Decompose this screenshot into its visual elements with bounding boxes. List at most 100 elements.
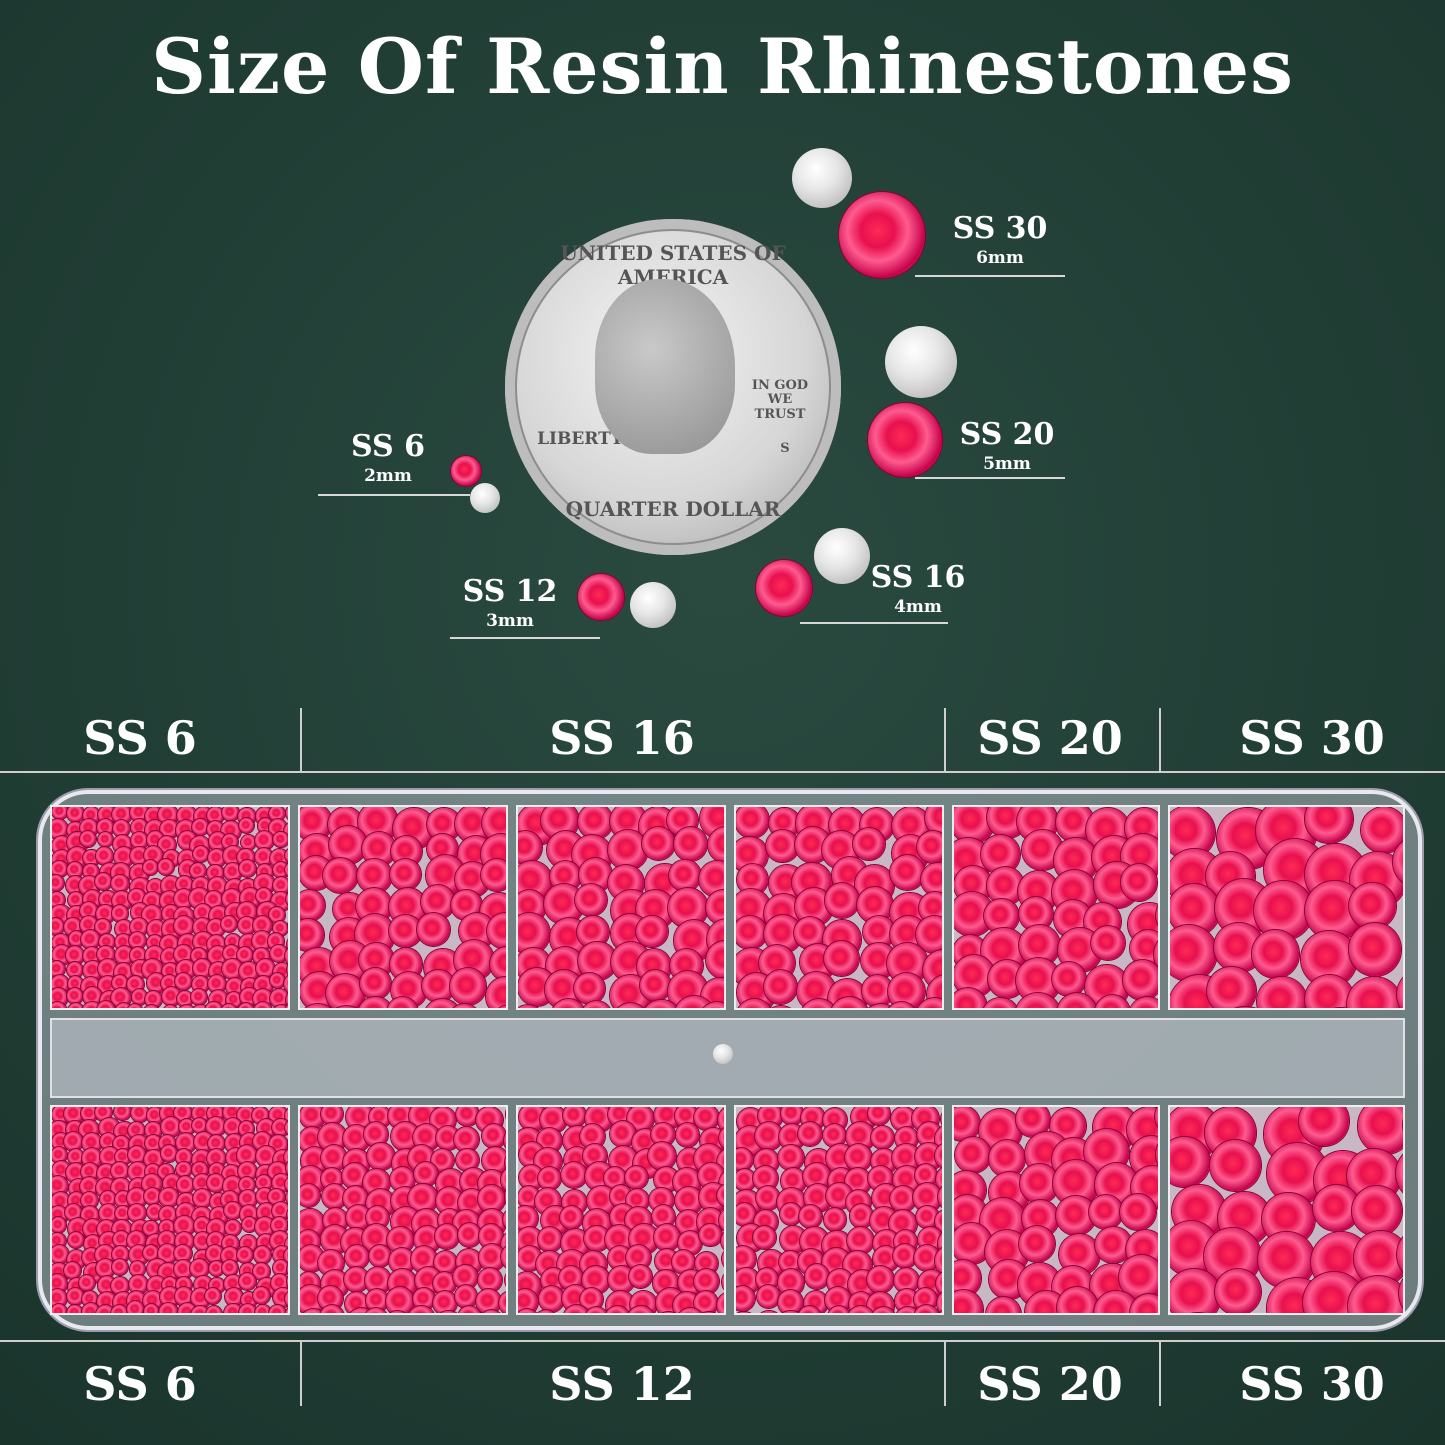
rhinestone: [913, 1305, 939, 1313]
rhinestone: [736, 807, 770, 838]
callout-underline: [318, 494, 470, 496]
rhinestone: [81, 930, 101, 950]
rhinestone: [940, 1107, 942, 1131]
rhinestone: [83, 863, 99, 880]
rhinestone: [797, 1306, 822, 1313]
rhinestone: [846, 1226, 874, 1254]
rhinestone: [284, 1120, 288, 1136]
rhinestone: [284, 1246, 288, 1266]
rhinestone: [52, 918, 65, 935]
rhinestone: [693, 1269, 719, 1294]
rhinestone: [221, 916, 238, 933]
rhinestone: [81, 1001, 103, 1008]
rhinestone: [174, 889, 195, 910]
rhinestone: [253, 1286, 271, 1304]
rhinestone: [716, 1183, 724, 1207]
rhinestone: [584, 1306, 608, 1313]
rhinestone: [268, 1189, 285, 1206]
tray-compartment: [516, 1105, 726, 1315]
rhinestone: [693, 1290, 719, 1313]
rhinestone: [694, 1312, 724, 1313]
rhinestone: [1398, 1266, 1403, 1313]
rhinestone: [97, 945, 115, 963]
callout-underline: [915, 477, 1065, 479]
rhinestone: [174, 945, 193, 964]
rhinestone: [625, 1166, 649, 1190]
rhinestone: [126, 975, 145, 994]
rhinestone: [1403, 1105, 1405, 1152]
divider: [0, 771, 1445, 773]
rhinestone: [389, 859, 421, 890]
rhinestone: [934, 1210, 942, 1233]
rhinestone: [830, 997, 870, 1008]
rhinestone: [225, 977, 245, 997]
rhinestone: [239, 1176, 256, 1193]
rhinestone: [113, 846, 134, 867]
rhinestone: [1310, 1008, 1371, 1010]
rhinestone: [130, 807, 150, 822]
rhinestone: [1170, 1136, 1210, 1188]
tray-compartment: [1168, 1105, 1405, 1315]
rhinestone: [478, 1267, 503, 1292]
rhinestone: [580, 1287, 604, 1311]
rhinestone: [736, 998, 773, 1008]
rhinestone: [486, 976, 506, 1008]
rhinestone: [417, 913, 451, 946]
rhinestone: [672, 1250, 696, 1274]
rhinestone: [1397, 968, 1403, 1008]
rhinestone: [284, 1002, 288, 1008]
rhinestone: [110, 987, 132, 1008]
callout-size: SS 16: [870, 560, 966, 595]
rhinestone: [126, 1301, 144, 1313]
rhinestone: [207, 918, 226, 937]
tray-compartment: [50, 805, 290, 1010]
rhinestone: [894, 1306, 921, 1313]
rhinestone: [237, 1002, 254, 1008]
rhinestone: [642, 1000, 681, 1008]
rhinestone: [914, 1164, 938, 1188]
rhinestone: [892, 1244, 917, 1269]
rhinestone: [1348, 922, 1402, 976]
rhinestone: [1094, 1290, 1139, 1313]
tray-top-header: SS 30: [1239, 711, 1385, 765]
rhinestone: [1357, 1314, 1405, 1315]
rhinestone: [273, 1246, 288, 1265]
rhinestone: [175, 876, 193, 894]
rhinestone: [433, 1251, 457, 1274]
rhinestone: [755, 1186, 780, 1211]
rhinestone: [177, 1004, 198, 1008]
rhinestone: [1120, 864, 1158, 901]
rhinestone: [562, 1305, 590, 1313]
rhinestone: [300, 890, 326, 922]
rhinestone: [128, 888, 147, 907]
rhinestone: [67, 1002, 85, 1008]
rhinestone: [954, 988, 987, 1008]
rhinestone: [708, 826, 724, 864]
rhinestone: [583, 1144, 607, 1168]
rhinestone: [272, 877, 288, 895]
rhinestone: [174, 1107, 193, 1122]
rhinestone: [537, 1227, 563, 1252]
rhinestone: [1346, 977, 1402, 1008]
tray-bottom-header: SS 6: [83, 1357, 197, 1411]
rhinestone: [287, 1205, 288, 1223]
rhinestone: [954, 1290, 984, 1313]
callout-size: SS 12: [462, 574, 558, 609]
rhinestone: [145, 1122, 163, 1140]
rhinestone: [518, 1005, 544, 1008]
rhinestone: [364, 1308, 388, 1313]
rhinestone: [936, 1271, 942, 1297]
rhinestone: [885, 1002, 917, 1008]
rhinestone: [890, 1186, 917, 1212]
rhinestone: [560, 1162, 587, 1189]
rhinestone: [287, 1259, 288, 1279]
rhinestone: [221, 1246, 240, 1265]
rhinestone: [454, 1127, 479, 1153]
rhinestone: [130, 1107, 149, 1122]
rhinestone: [286, 1159, 288, 1177]
rhinestone: [114, 1148, 131, 1165]
rhinestone: [286, 807, 288, 822]
rhinestone: [360, 968, 391, 999]
rhinestone: [272, 1004, 288, 1008]
rhinestone: [481, 859, 506, 892]
